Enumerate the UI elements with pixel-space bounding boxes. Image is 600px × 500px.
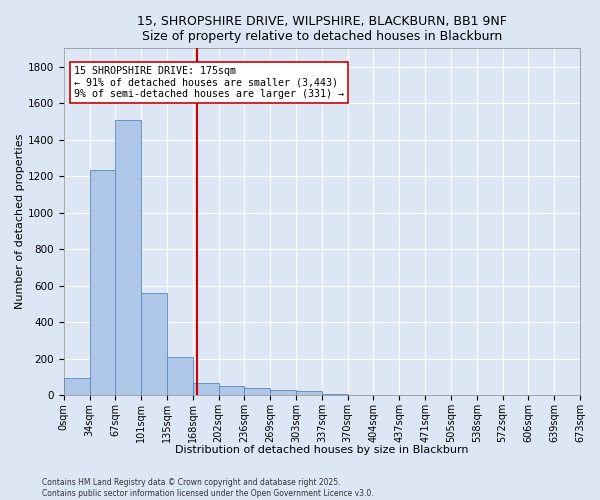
Y-axis label: Number of detached properties: Number of detached properties [15, 134, 25, 310]
Bar [89, 170, 115, 395]
Bar [270, 390, 296, 395]
Text: 15 SHROPSHIRE DRIVE: 175sqm
← 91% of detached houses are smaller (3,443)
9% of s: 15 SHROPSHIRE DRIVE: 175sqm ← 91% of det… [74, 66, 344, 99]
Bar [322, 394, 347, 395]
Bar [193, 383, 218, 395]
X-axis label: Distribution of detached houses by size in Blackburn: Distribution of detached houses by size … [175, 445, 469, 455]
Bar [296, 390, 322, 395]
Bar [167, 357, 193, 395]
Bar [218, 386, 244, 395]
Bar [115, 120, 141, 395]
Bar [244, 388, 270, 395]
Bar [141, 293, 167, 395]
Text: Contains HM Land Registry data © Crown copyright and database right 2025.
Contai: Contains HM Land Registry data © Crown c… [42, 478, 374, 498]
Title: 15, SHROPSHIRE DRIVE, WILPSHIRE, BLACKBURN, BB1 9NF
Size of property relative to: 15, SHROPSHIRE DRIVE, WILPSHIRE, BLACKBU… [137, 15, 507, 43]
Bar [64, 378, 89, 395]
